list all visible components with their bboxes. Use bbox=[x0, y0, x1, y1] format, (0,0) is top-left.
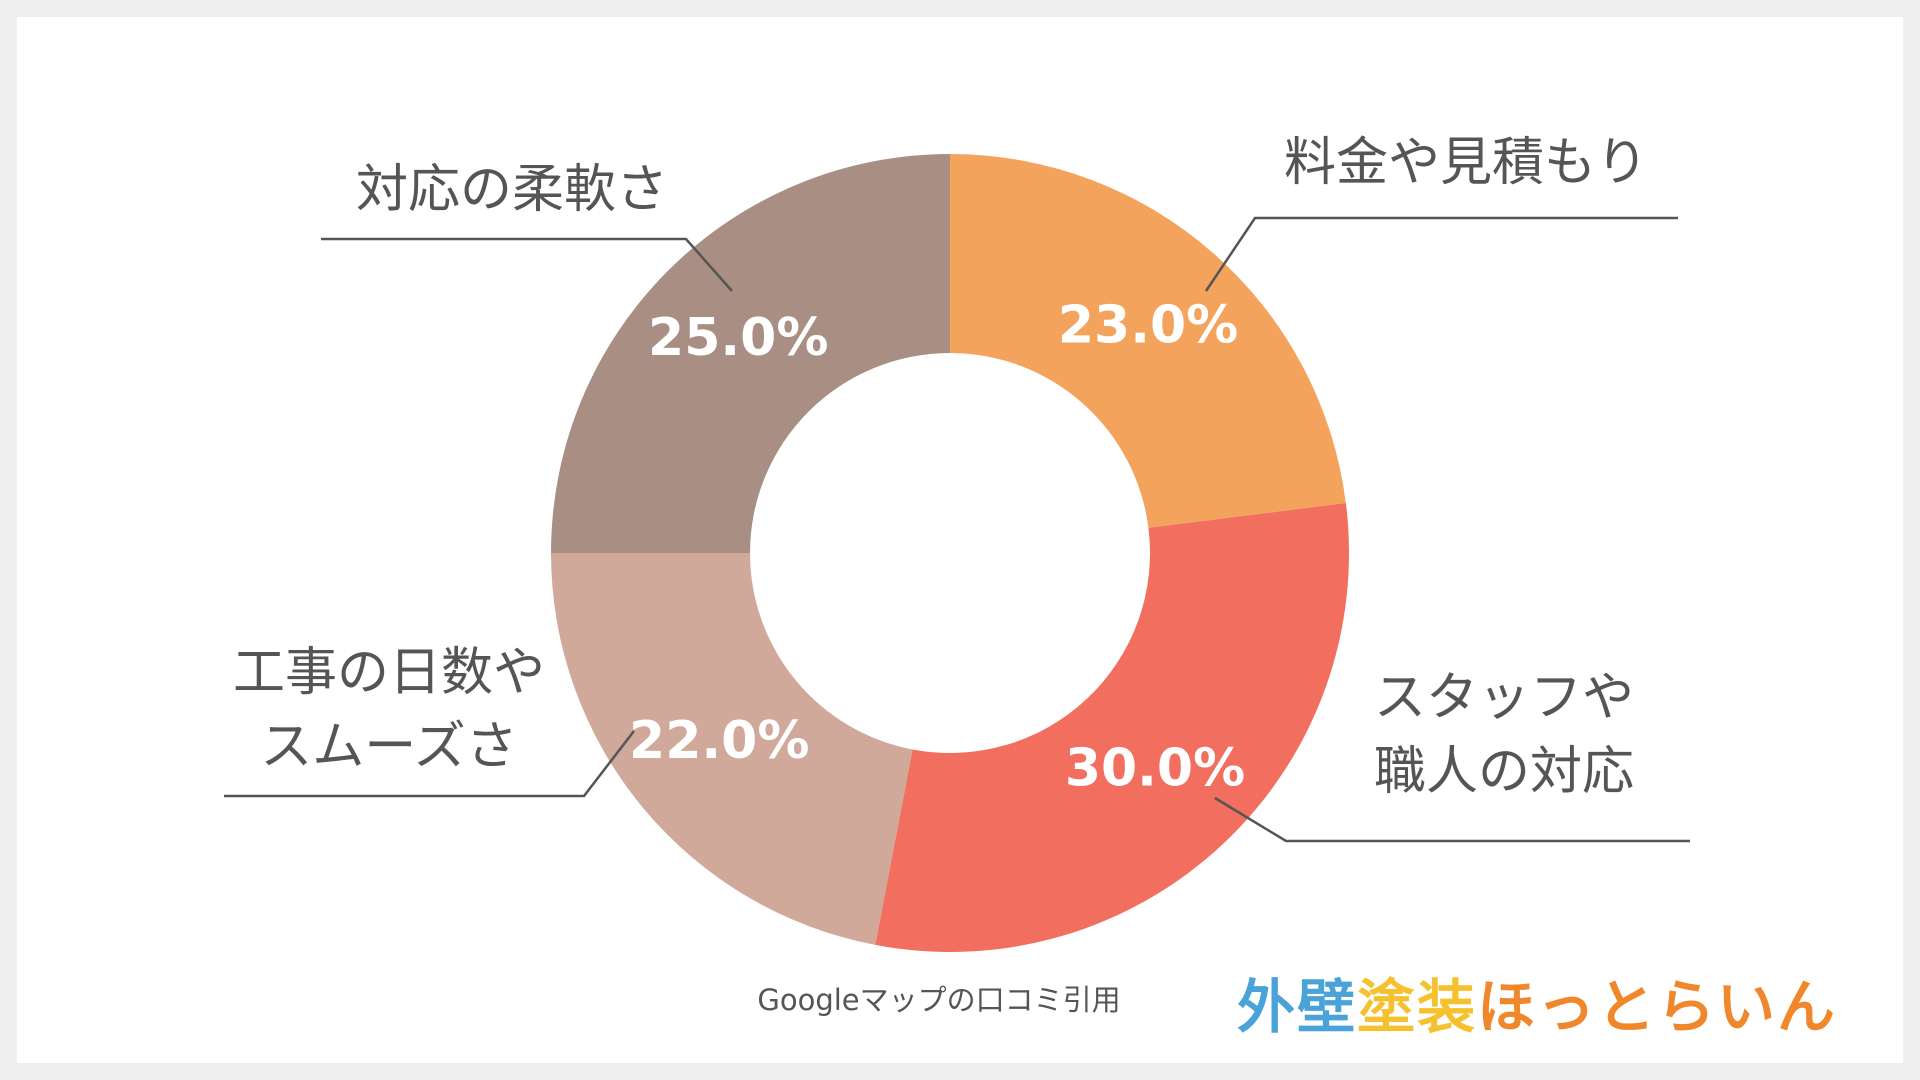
leader-line bbox=[1214, 796, 1690, 843]
donut-segment bbox=[875, 502, 1349, 953]
value-label: 25.0% bbox=[648, 308, 828, 368]
donut-segment bbox=[551, 553, 913, 945]
logo-part: ほっとらいん bbox=[1477, 973, 1838, 1041]
leader-line bbox=[1204, 216, 1678, 292]
logo-part: 塗装 bbox=[1357, 973, 1478, 1041]
category-label: 料金や見積もり bbox=[1283, 133, 1649, 193]
category-label: スタッフや 職人の対応 bbox=[1373, 668, 1635, 802]
value-label: 30.0% bbox=[1065, 738, 1245, 798]
source-note: Googleマップの口コミ引用 bbox=[757, 983, 1121, 1017]
logo: 外壁塗装ほっとらいん bbox=[1237, 960, 1837, 1044]
value-label: 22.0% bbox=[629, 711, 809, 771]
donut-segment bbox=[551, 154, 950, 553]
category-label: 工事の日数や スムーズさ bbox=[232, 643, 546, 777]
leader-line bbox=[224, 730, 635, 798]
donut-segment bbox=[950, 154, 1346, 528]
value-label: 23.0% bbox=[1058, 295, 1238, 355]
leader-line bbox=[321, 237, 733, 292]
category-label: 対応の柔軟さ bbox=[355, 160, 669, 220]
logo-part: 外壁 bbox=[1237, 973, 1358, 1041]
